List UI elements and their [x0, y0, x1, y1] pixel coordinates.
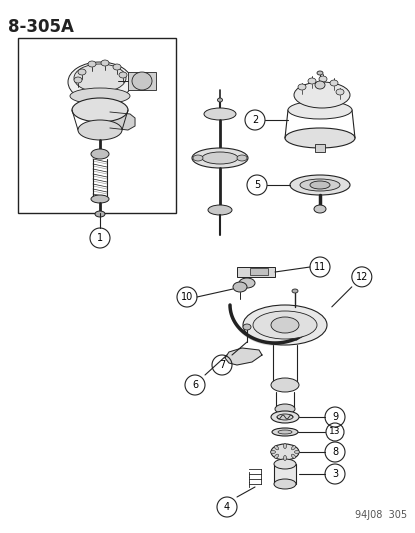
Ellipse shape — [274, 446, 278, 450]
Polygon shape — [110, 112, 135, 130]
Ellipse shape — [243, 324, 251, 330]
Ellipse shape — [68, 62, 132, 102]
Bar — [250, 268, 268, 275]
Ellipse shape — [308, 78, 316, 84]
Ellipse shape — [272, 428, 298, 436]
Ellipse shape — [294, 82, 350, 108]
Ellipse shape — [253, 311, 317, 339]
Ellipse shape — [204, 108, 236, 120]
Bar — [315, 144, 325, 152]
Ellipse shape — [291, 446, 295, 450]
Ellipse shape — [88, 61, 96, 67]
Ellipse shape — [292, 289, 298, 293]
Text: 1: 1 — [97, 233, 103, 243]
Ellipse shape — [237, 155, 247, 161]
Ellipse shape — [288, 101, 352, 119]
Ellipse shape — [91, 149, 109, 159]
Ellipse shape — [295, 450, 300, 454]
Text: 6: 6 — [192, 380, 198, 390]
Ellipse shape — [285, 128, 355, 148]
Ellipse shape — [336, 89, 344, 95]
Ellipse shape — [271, 444, 299, 460]
Text: 11: 11 — [314, 262, 326, 272]
Text: 5: 5 — [254, 180, 260, 190]
Polygon shape — [225, 348, 262, 365]
Ellipse shape — [113, 64, 121, 70]
Ellipse shape — [317, 71, 323, 75]
Ellipse shape — [192, 148, 248, 168]
Ellipse shape — [239, 278, 255, 288]
Text: 9: 9 — [332, 412, 338, 422]
Text: 7: 7 — [219, 360, 225, 370]
Ellipse shape — [271, 317, 299, 333]
Ellipse shape — [78, 120, 122, 140]
Ellipse shape — [275, 404, 295, 414]
Ellipse shape — [330, 80, 338, 86]
Ellipse shape — [132, 72, 152, 90]
Text: 13: 13 — [329, 427, 341, 437]
Text: 3: 3 — [332, 469, 338, 479]
Ellipse shape — [271, 378, 299, 392]
Ellipse shape — [274, 454, 278, 458]
Ellipse shape — [78, 69, 86, 75]
Ellipse shape — [91, 195, 109, 203]
Ellipse shape — [310, 181, 330, 189]
Ellipse shape — [243, 305, 327, 345]
Bar — [237, 267, 275, 277]
Text: 2: 2 — [252, 115, 258, 125]
Ellipse shape — [233, 282, 247, 292]
Bar — [18, 38, 176, 213]
Ellipse shape — [283, 443, 286, 448]
Ellipse shape — [277, 414, 293, 420]
Bar — [128, 72, 156, 90]
Ellipse shape — [208, 205, 232, 215]
Text: 12: 12 — [356, 272, 368, 282]
Ellipse shape — [319, 76, 327, 82]
Ellipse shape — [193, 155, 203, 161]
Ellipse shape — [72, 98, 128, 122]
Ellipse shape — [271, 450, 276, 454]
Ellipse shape — [290, 175, 350, 195]
Bar — [274, 464, 296, 484]
Ellipse shape — [74, 64, 126, 92]
Ellipse shape — [274, 459, 296, 469]
Ellipse shape — [300, 179, 340, 191]
Text: 4: 4 — [224, 502, 230, 512]
Ellipse shape — [74, 77, 82, 83]
Ellipse shape — [202, 152, 238, 164]
Ellipse shape — [95, 211, 105, 217]
Text: 10: 10 — [181, 292, 193, 302]
Text: 8: 8 — [332, 447, 338, 457]
Ellipse shape — [298, 84, 306, 90]
Ellipse shape — [315, 81, 325, 89]
Text: 94J08  305: 94J08 305 — [355, 510, 407, 520]
Ellipse shape — [70, 88, 130, 104]
Text: 8-305A: 8-305A — [8, 18, 74, 36]
Ellipse shape — [217, 98, 222, 102]
Ellipse shape — [278, 430, 292, 434]
Ellipse shape — [271, 411, 299, 423]
Ellipse shape — [119, 72, 127, 78]
Ellipse shape — [283, 456, 286, 461]
Ellipse shape — [314, 205, 326, 213]
Ellipse shape — [101, 60, 109, 66]
Ellipse shape — [291, 454, 295, 458]
Ellipse shape — [274, 479, 296, 489]
